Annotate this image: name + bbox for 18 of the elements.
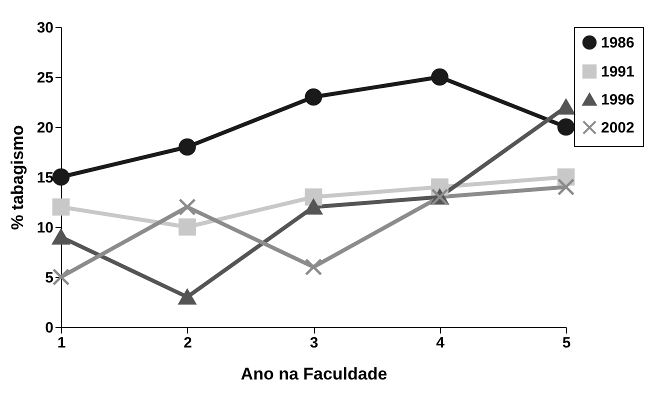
legend-label: 1991 [601, 64, 634, 80]
x-tick-label: 1 [57, 334, 66, 352]
y-tick-label: 30 [36, 20, 54, 36]
y-tick-label: 25 [36, 70, 54, 86]
y-tick-label: 5 [45, 270, 54, 286]
y-tick-label: 10 [36, 220, 54, 236]
x-tick-label: 3 [310, 334, 318, 352]
legend-label: 1996 [601, 92, 634, 108]
legend-label: 1986 [601, 34, 634, 52]
y-tick-label: 20 [36, 120, 54, 136]
y-tick-label: 0 [45, 320, 54, 336]
y-axis-title: % tabagismo [8, 125, 27, 230]
x-tick-label: 5 [562, 334, 571, 352]
y-tick-label: 15 [36, 170, 54, 186]
x-axis-title: Ano na Faculdade [240, 364, 388, 384]
x-tick-label: 2 [184, 334, 192, 352]
x-tick-label: 4 [436, 334, 446, 352]
legend-label: 2002 [601, 120, 634, 136]
